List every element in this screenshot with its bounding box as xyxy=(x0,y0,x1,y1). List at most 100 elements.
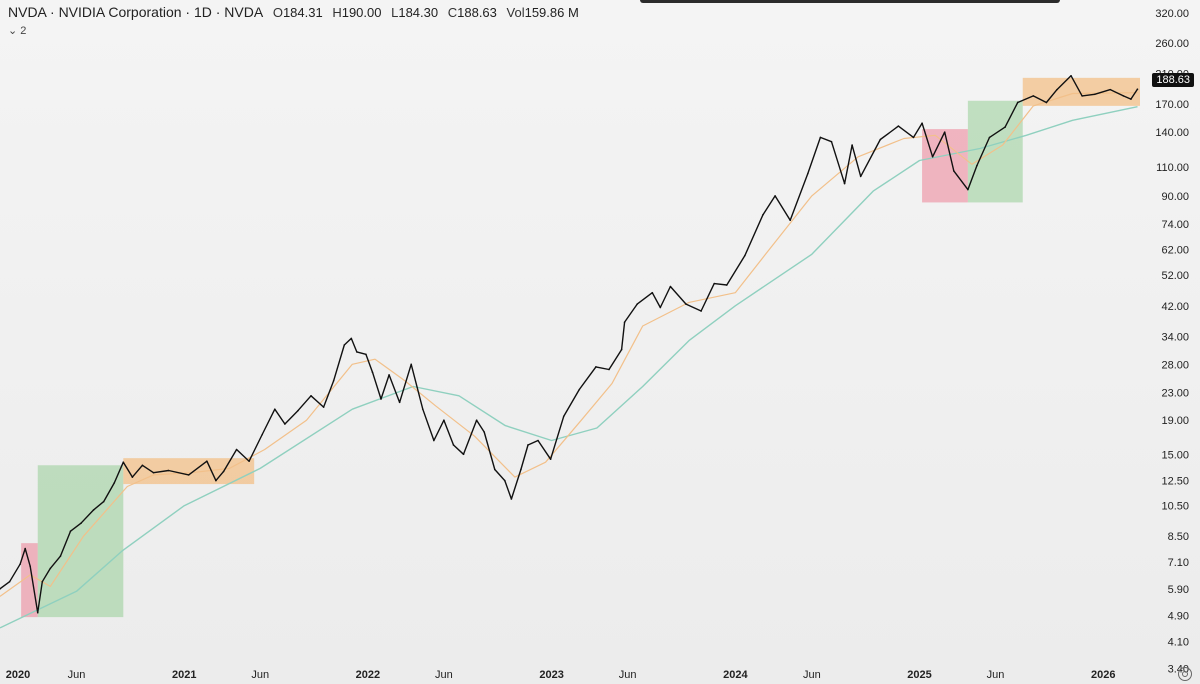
price-point xyxy=(356,351,358,353)
x-tick-label: 2020 xyxy=(6,669,30,681)
price-point xyxy=(443,419,445,421)
time-axis: 2020 Jun 2021 Jun 2022 Jun 2023 Jun 2024 Jun 2025 J… xyxy=(6,669,1116,681)
y-tick-label: 260.00 xyxy=(1155,38,1189,50)
price-point xyxy=(700,310,702,312)
series-line-ma-fast xyxy=(0,92,1138,597)
price-point xyxy=(49,567,52,570)
symbol-title[interactable]: NVDA · NVIDIA Corporation · 1D · NVDA xyxy=(8,4,264,20)
y-tick-label: 4.90 xyxy=(1168,611,1189,623)
price-point xyxy=(1136,88,1139,90)
open-key: O xyxy=(272,5,283,20)
x-tick-label: 2026 xyxy=(1091,669,1115,681)
price-point xyxy=(187,474,190,476)
y-tick-label: 23.00 xyxy=(1161,388,1189,400)
price-point xyxy=(365,353,367,356)
price-point xyxy=(623,321,626,323)
price-point xyxy=(24,547,26,550)
y-tick-label: 5.90 xyxy=(1168,584,1189,596)
range-boxes xyxy=(21,77,1140,618)
price-point xyxy=(762,213,764,216)
x-tick-label: Jun xyxy=(435,669,453,681)
open-value: 184.31 xyxy=(282,5,323,20)
range-box-orange xyxy=(123,458,255,485)
low-value: 184.30 xyxy=(398,5,439,20)
price-point xyxy=(1081,95,1083,97)
y-tick-label: 320.00 xyxy=(1155,8,1189,20)
price-point xyxy=(69,530,72,532)
y-tick-label: 10.50 xyxy=(1161,501,1189,513)
x-tick-label: Jun xyxy=(251,669,269,681)
price-point xyxy=(527,444,529,446)
price-point xyxy=(380,398,382,400)
price-point xyxy=(510,498,513,500)
price-point xyxy=(274,408,276,411)
y-tick-label: 19.00 xyxy=(1161,415,1189,427)
price-point xyxy=(807,172,809,175)
x-tick-label: 2021 xyxy=(172,669,196,681)
price-point xyxy=(475,419,478,421)
x-tick-label: Jun xyxy=(619,669,637,681)
price-point xyxy=(830,140,833,143)
y-tick-label: 140.00 xyxy=(1155,127,1189,139)
x-tick-label: 2023 xyxy=(539,669,563,681)
range-box-orange xyxy=(1022,77,1140,106)
price-point xyxy=(931,156,934,158)
price-point xyxy=(8,580,11,583)
price-point xyxy=(80,522,82,525)
high-key: H xyxy=(332,5,342,20)
volume-key: Vol xyxy=(506,5,525,20)
price-axis: 320.00260.00210.00170.00140.00110.0090.0… xyxy=(1155,8,1189,675)
price-point xyxy=(595,366,597,368)
price-point xyxy=(988,136,991,139)
price-point xyxy=(350,337,353,340)
y-tick-label: 34.00 xyxy=(1161,331,1189,343)
range-box-green xyxy=(967,100,1023,203)
price-point xyxy=(235,448,238,451)
series-line-ma-slow xyxy=(0,106,1138,629)
price-point xyxy=(261,433,264,436)
price-point xyxy=(92,509,95,511)
price-point xyxy=(102,500,105,503)
x-tick-label: 2022 xyxy=(356,669,380,681)
indicators-toggle[interactable]: ⌄ 2 xyxy=(8,25,27,37)
price-point xyxy=(322,406,325,408)
price-point xyxy=(1130,98,1132,100)
price-point xyxy=(537,439,539,442)
price-point xyxy=(1122,95,1125,97)
price-point xyxy=(1045,101,1048,104)
y-tick-label: 28.00 xyxy=(1161,359,1189,371)
settings-gear-icon[interactable] xyxy=(1178,667,1192,681)
price-point xyxy=(659,306,662,309)
price-point xyxy=(41,580,44,583)
price-point xyxy=(0,588,1,590)
price-point xyxy=(608,368,610,371)
y-tick-label: 8.50 xyxy=(1168,531,1189,543)
x-tick-label: Jun xyxy=(987,669,1005,681)
price-point xyxy=(1056,88,1058,91)
price-point xyxy=(343,344,346,346)
price-point xyxy=(248,460,250,462)
price-point xyxy=(371,371,374,373)
high-value: 190.00 xyxy=(341,5,382,20)
close-value: 188.63 xyxy=(457,5,497,20)
price-point xyxy=(421,408,424,411)
price-point xyxy=(1016,101,1019,104)
price-point xyxy=(141,464,144,467)
price-point xyxy=(462,453,465,456)
price-point xyxy=(879,138,882,141)
y-tick-label: 110.00 xyxy=(1156,162,1189,174)
y-tick-label: 42.00 xyxy=(1161,301,1189,313)
price-point xyxy=(167,469,170,472)
y-tick-label: 170.00 xyxy=(1155,99,1189,111)
symbol-legend: NVDA · NVIDIA Corporation · 1D · NVDA O1… xyxy=(8,4,585,20)
price-point xyxy=(29,565,31,568)
chart-series xyxy=(0,74,1139,629)
price-point xyxy=(549,458,552,460)
price-point xyxy=(912,136,915,139)
price-point xyxy=(669,285,672,288)
price-point xyxy=(504,479,506,482)
toolbar-handle[interactable] xyxy=(640,0,1060,3)
price-point xyxy=(789,219,791,222)
y-tick-label: 90.00 xyxy=(1161,191,1189,203)
